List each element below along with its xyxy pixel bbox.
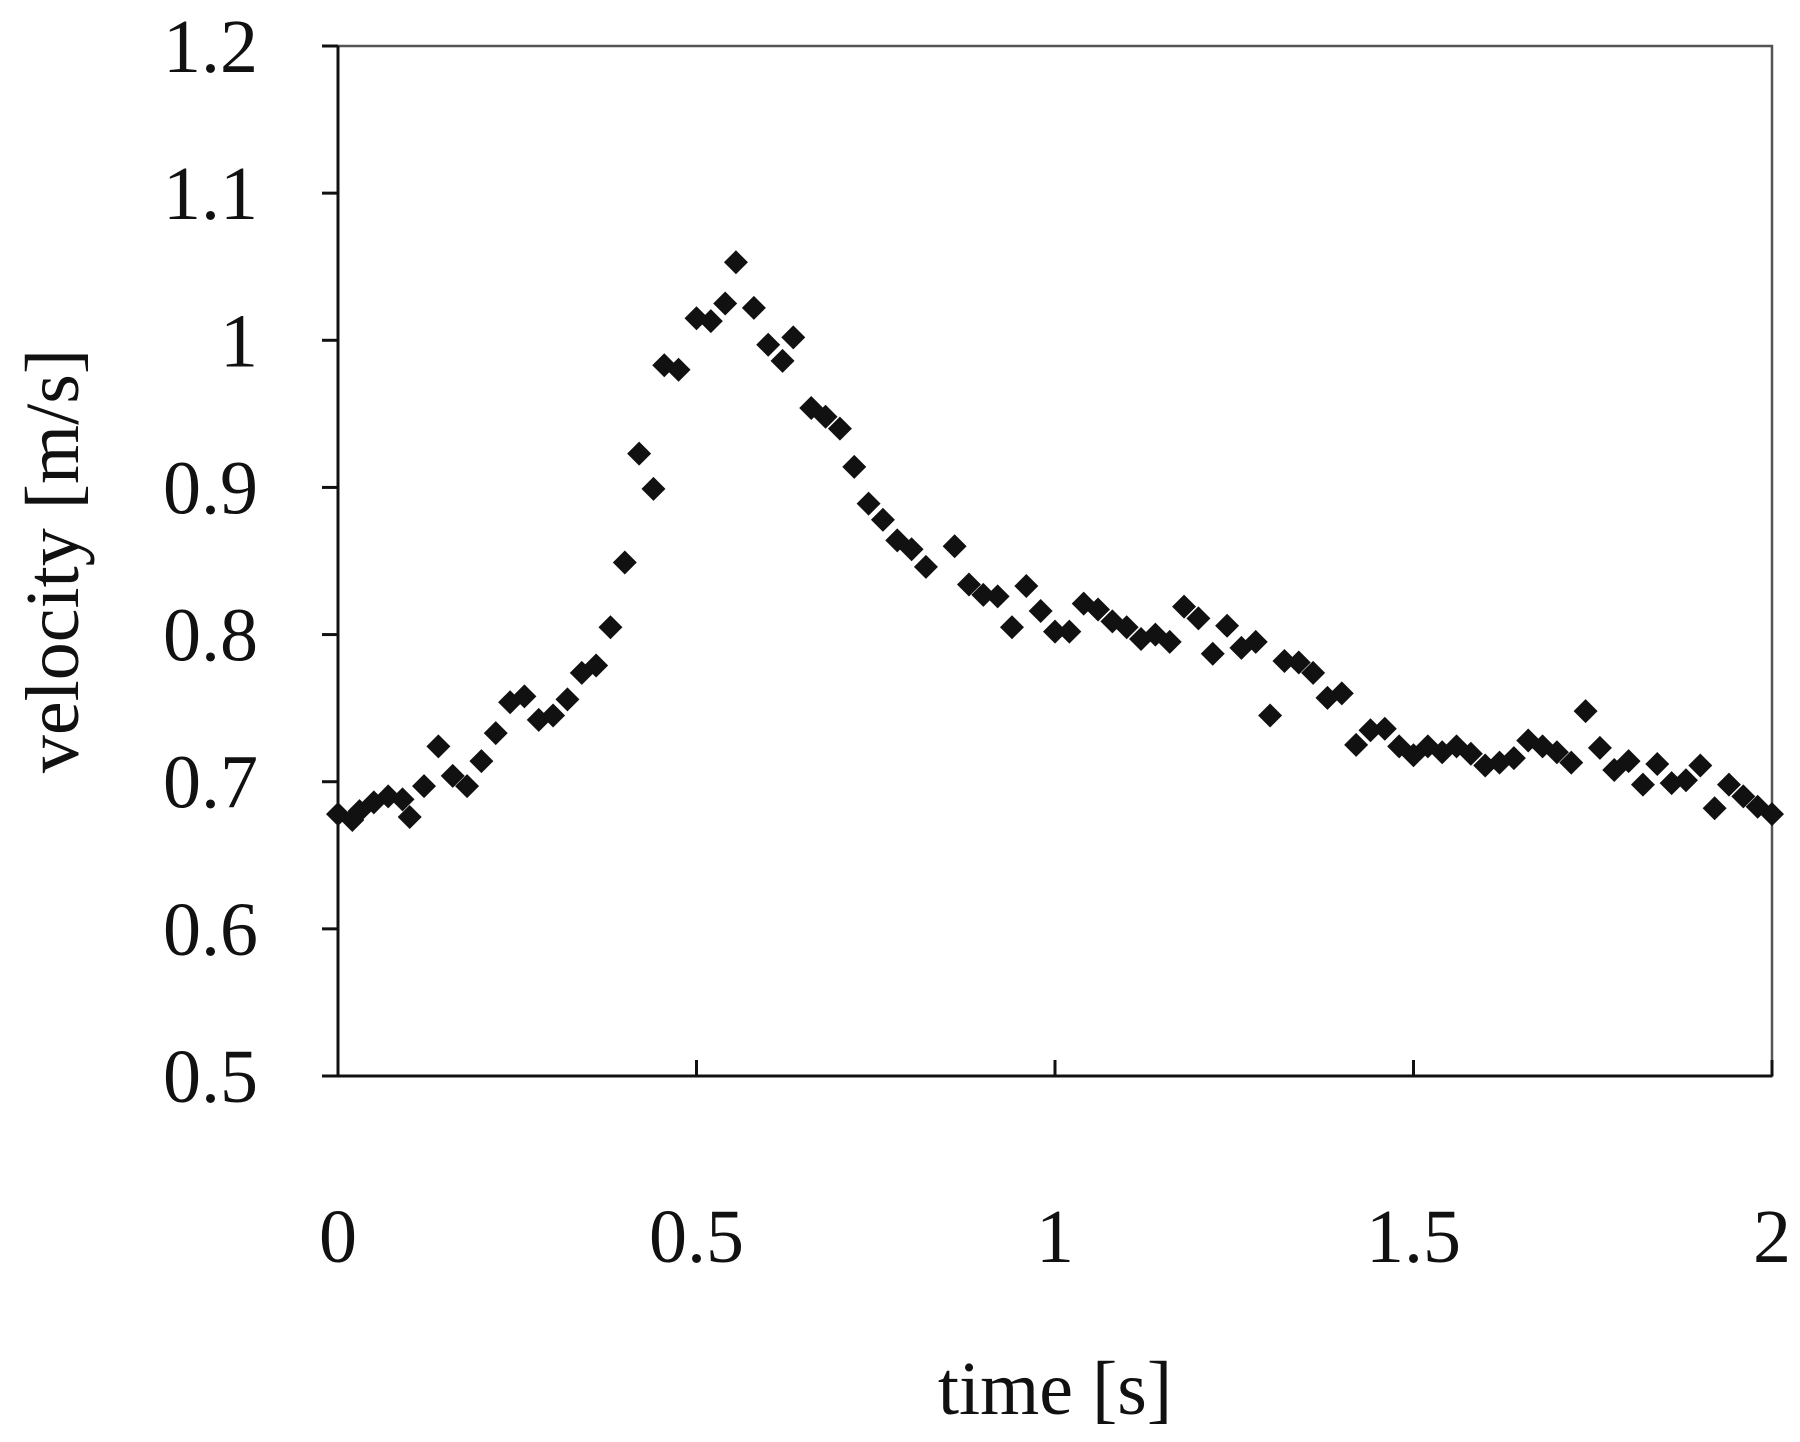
data-point xyxy=(1458,741,1483,766)
data-point xyxy=(512,684,537,709)
data-point xyxy=(1114,615,1139,640)
data-point xyxy=(1673,768,1698,793)
data-point xyxy=(1616,749,1641,774)
y-tick-label: 0.7 xyxy=(163,741,258,825)
data-point xyxy=(813,404,838,429)
data-point xyxy=(1702,796,1727,821)
data-point xyxy=(598,615,623,640)
data-point xyxy=(1014,574,1039,599)
data-point xyxy=(1258,703,1283,728)
data-point xyxy=(971,582,996,607)
data-point xyxy=(913,554,938,579)
y-tick-label: 0.9 xyxy=(163,446,258,530)
x-axis-title: time [s] xyxy=(938,1347,1172,1431)
data-point xyxy=(1043,619,1067,644)
data-point xyxy=(612,550,637,575)
data-point xyxy=(555,687,580,712)
y-tick-label: 1.1 xyxy=(163,152,258,236)
data-point xyxy=(1501,746,1526,771)
data-point xyxy=(1057,619,1082,644)
plot-frame xyxy=(336,44,1774,1078)
data-point xyxy=(1028,599,1053,624)
data-point xyxy=(584,653,609,678)
data-point xyxy=(641,476,666,501)
x-tick-label: 1 xyxy=(1036,1195,1074,1279)
data-point xyxy=(1731,784,1756,809)
data-point xyxy=(999,615,1024,640)
data-point xyxy=(1086,597,1111,622)
data-point xyxy=(469,749,494,774)
data-point xyxy=(723,250,748,275)
data-point xyxy=(770,348,795,373)
x-axis-ticks: 0 0.5 1 1.5 2 xyxy=(319,1060,1791,1279)
data-point xyxy=(455,774,480,799)
data-point xyxy=(1344,732,1369,757)
data-point xyxy=(412,774,437,799)
data-point xyxy=(781,325,806,350)
data-point xyxy=(842,454,867,479)
y-tick-label: 0.6 xyxy=(163,888,258,972)
data-point xyxy=(1372,716,1397,741)
data-points xyxy=(326,250,1784,832)
data-point xyxy=(741,295,766,320)
data-point xyxy=(1716,772,1741,797)
data-point xyxy=(1186,606,1211,631)
data-point xyxy=(627,441,652,466)
data-point xyxy=(1688,753,1713,778)
y-axis-title: velocity [m/s] xyxy=(11,349,95,773)
data-point xyxy=(870,507,895,532)
data-point xyxy=(1544,740,1569,765)
y-tick-label: 0.8 xyxy=(163,594,258,678)
y-axis-ticks: 0.5 0.6 0.7 0.8 0.9 1 1.1 1.2 xyxy=(163,5,338,1119)
data-point xyxy=(1573,699,1598,724)
data-point xyxy=(1200,641,1225,666)
data-point xyxy=(440,763,465,788)
data-point xyxy=(483,721,508,746)
data-point xyxy=(985,584,1010,609)
data-point xyxy=(713,291,738,316)
data-point xyxy=(1243,629,1268,654)
data-point xyxy=(390,787,415,812)
data-point xyxy=(1157,629,1182,654)
data-point xyxy=(1760,802,1784,827)
data-point xyxy=(498,690,523,715)
data-point xyxy=(1329,681,1354,706)
y-tick-label: 1.2 xyxy=(163,5,258,89)
data-point xyxy=(1559,750,1584,775)
data-point xyxy=(1301,660,1326,685)
x-tick-label: 0 xyxy=(319,1195,357,1279)
y-tick-label: 1 xyxy=(220,299,258,383)
data-point xyxy=(856,491,881,516)
x-tick-label: 1.5 xyxy=(1366,1195,1461,1279)
data-point xyxy=(827,416,852,441)
data-point xyxy=(756,332,781,357)
data-point xyxy=(1630,772,1655,797)
x-tick-label: 0.5 xyxy=(649,1195,744,1279)
data-point xyxy=(899,537,924,562)
data-point xyxy=(397,805,422,830)
data-point xyxy=(942,534,967,559)
y-tick-label: 0.5 xyxy=(163,1035,258,1119)
data-point xyxy=(1587,735,1612,760)
data-point xyxy=(698,309,723,334)
data-point xyxy=(956,572,981,597)
data-point xyxy=(1286,650,1311,675)
data-point xyxy=(1272,649,1297,674)
data-point xyxy=(1215,613,1240,638)
data-point xyxy=(1645,752,1670,777)
data-point xyxy=(666,357,691,382)
data-point xyxy=(426,734,451,759)
data-point xyxy=(1172,594,1197,619)
x-tick-label: 2 xyxy=(1753,1195,1791,1279)
data-point xyxy=(541,703,566,728)
data-point xyxy=(1358,718,1383,743)
